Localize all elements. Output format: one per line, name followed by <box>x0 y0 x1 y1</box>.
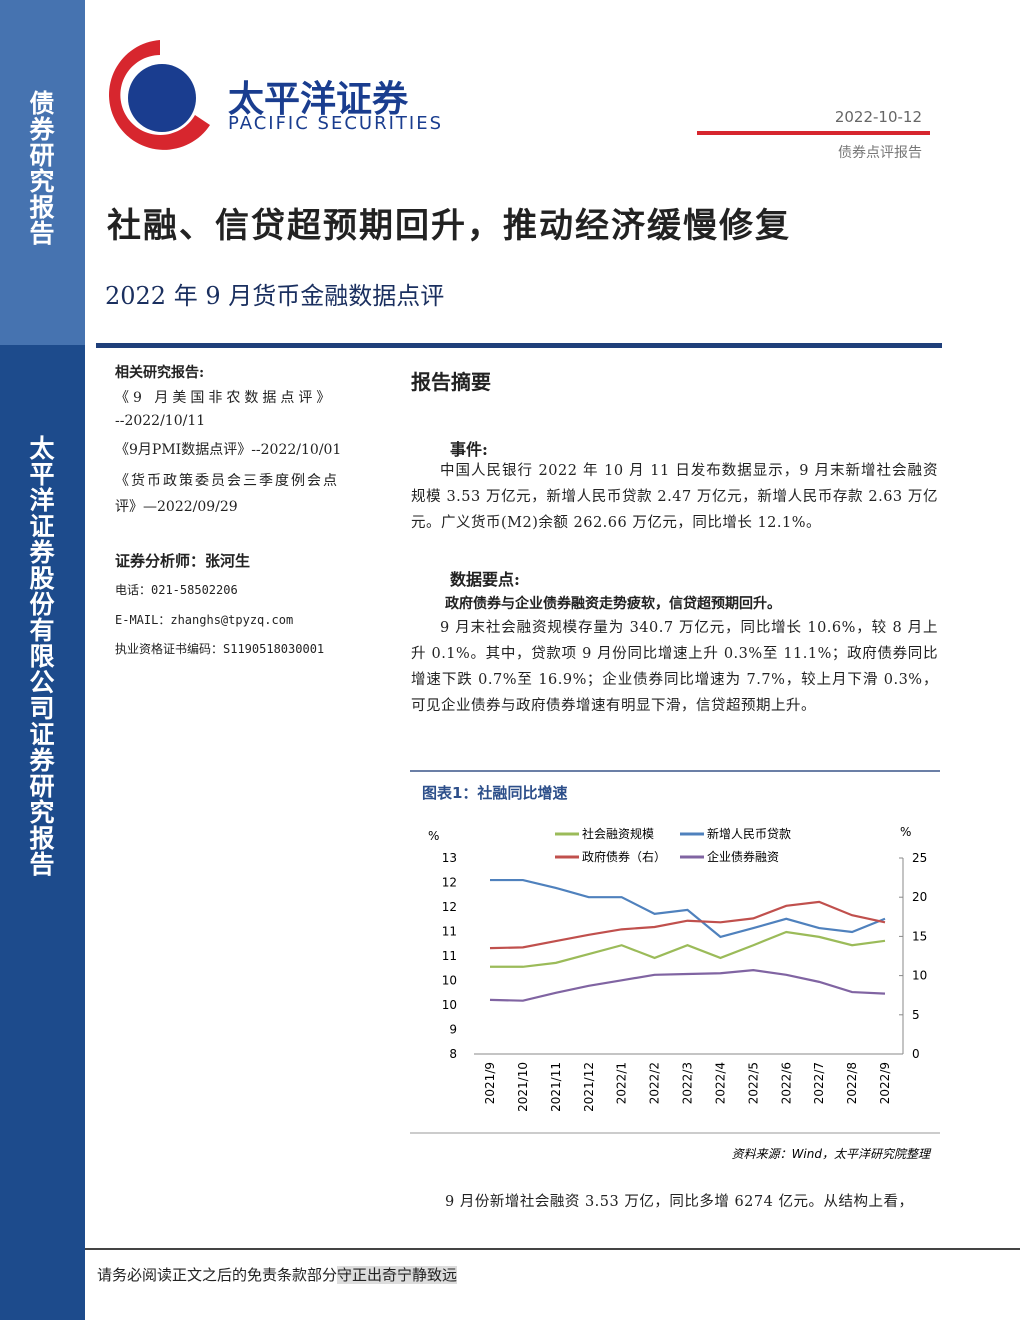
y-tick-label: 12 <box>442 876 457 890</box>
x-tick-label: 2022/3 <box>681 1062 695 1104</box>
x-tick-label: 2022/4 <box>713 1062 727 1104</box>
contact: 执业资格证书编码：S1190518030001 <box>115 642 325 656</box>
contact: E-MAIL：zhanghs@tpyzq.com <box>115 613 294 627</box>
legend-label: 企业债券融资 <box>707 849 779 864</box>
y2-tick-label: 0 <box>912 1047 920 1061</box>
company-cn: 太平洋证券 <box>228 79 409 120</box>
x-tick-label: 2021/12 <box>582 1062 596 1112</box>
y-tick-label: 11 <box>442 925 457 939</box>
line <box>489 969 886 1002</box>
legend-label: 社会融资规模 <box>582 826 654 841</box>
legend-label: 政府债券（右） <box>582 849 666 864</box>
y-tick-label: 12 <box>442 900 457 914</box>
point-text: 9 月末社会融资规模存量为 340.7 万亿元，同比增长 10.6%，较 8 月… <box>411 620 938 714</box>
related-item: 《9月PMI数据点评》--2022/10/01 <box>115 442 342 458</box>
related-item: 评》—2022/09/29 <box>115 499 238 515</box>
y-tick-label: 11 <box>442 949 457 963</box>
company-en: PACIFIC SECURITIES <box>228 113 443 134</box>
subtitle: 2022 年 9 月货币金融数据点评 <box>105 282 445 310</box>
summary-heading: 报告摘要 <box>411 370 491 394</box>
related-heading: 相关研究报告: <box>115 365 205 381</box>
date: 2022-10-12 <box>834 108 922 126</box>
analyst-heading: 证券分析师：张河生 <box>115 552 251 570</box>
sidebar-bottom <box>0 345 85 1320</box>
y-tick-label: 8 <box>449 1047 457 1061</box>
y2-tick-label: 5 <box>912 1008 920 1022</box>
x-tick-label: 2022/8 <box>845 1062 859 1104</box>
related-item: --2022/10/11 <box>115 413 206 429</box>
contact: 电话：021-58502206 <box>115 583 238 597</box>
x-tick-label: 2022/9 <box>878 1062 892 1104</box>
legend-label: 新增人民币贷款 <box>707 826 791 841</box>
x-tick-label: 2021/9 <box>483 1062 497 1104</box>
point-title: 政府债券与企业债券融资走势疲软，信贷超预期回升。 <box>445 596 781 612</box>
sidebar-company: 太平洋证券股份有限公司证券研究报告 <box>26 435 55 877</box>
points-heading: 数据要点: <box>450 570 520 589</box>
x-tick-label: 2022/5 <box>746 1062 760 1104</box>
y2-axis-label: % <box>900 825 911 839</box>
line <box>489 900 886 950</box>
line <box>490 930 886 968</box>
event-heading: 事件: <box>450 440 488 459</box>
y2-tick-label: 25 <box>912 851 927 865</box>
slogan: 守正出奇宁静致远 <box>337 1266 458 1284</box>
red-rule <box>697 131 930 135</box>
disclaimer: 请务必阅读正文之后的免责条款部分 <box>97 1266 338 1284</box>
x-tick-label: 2021/10 <box>516 1062 530 1112</box>
x-tick-label: 2022/6 <box>779 1062 793 1104</box>
x-tick-label: 2022/1 <box>615 1062 629 1104</box>
x-tick-label: 2021/11 <box>549 1062 563 1112</box>
source: 资料来源：Wind，太平洋研究院整理 <box>732 1147 932 1161</box>
after-text: 9 月份新增社会融资 3.53 万亿，同比多增 6274 亿元。从结构上看， <box>445 1194 914 1210</box>
report-type: 债券点评报告 <box>838 145 922 161</box>
divider <box>96 343 942 348</box>
y-axis-label: % <box>428 829 439 843</box>
related-item: 《货币政策委员会三季度例会点 <box>115 473 339 489</box>
footer-rule <box>85 1248 1020 1250</box>
line <box>490 878 886 939</box>
y-tick-label: 10 <box>442 974 457 988</box>
chart: 图表1：社融同比增速% % 8 9 10 10 11 11 12 12 13 0 5 10 15 20 25 20… <box>410 770 940 1161</box>
y2-tick-label: 15 <box>912 929 927 943</box>
title: 社融、信贷超预期回升，推动经济缓慢修复 <box>107 206 791 246</box>
sidebar-category: 债券研究报告 <box>26 90 55 246</box>
x-tick-label: 2022/7 <box>812 1062 826 1104</box>
footer-text: 请务必阅读正文之后的免责条款部分守正出奇宁静致远 <box>97 1264 458 1285</box>
chart-title: 图表1：社融同比增速 <box>422 784 567 802</box>
logo <box>108 40 210 150</box>
sidebar-top <box>0 0 85 345</box>
y2-tick-label: 10 <box>912 969 927 983</box>
event-text: 中国人民银行 2022 年 10 月 11 日发布数据显示，9 月末新增社会融资… <box>411 463 938 531</box>
y-tick-label: 13 <box>442 851 457 865</box>
y-tick-label: 10 <box>442 998 457 1012</box>
related-item: 《9 月美国非农数据点评》 <box>115 390 335 406</box>
y-tick-label: 9 <box>449 1023 457 1037</box>
y2-tick-label: 20 <box>912 890 927 904</box>
x-tick-label: 2022/2 <box>648 1062 662 1104</box>
